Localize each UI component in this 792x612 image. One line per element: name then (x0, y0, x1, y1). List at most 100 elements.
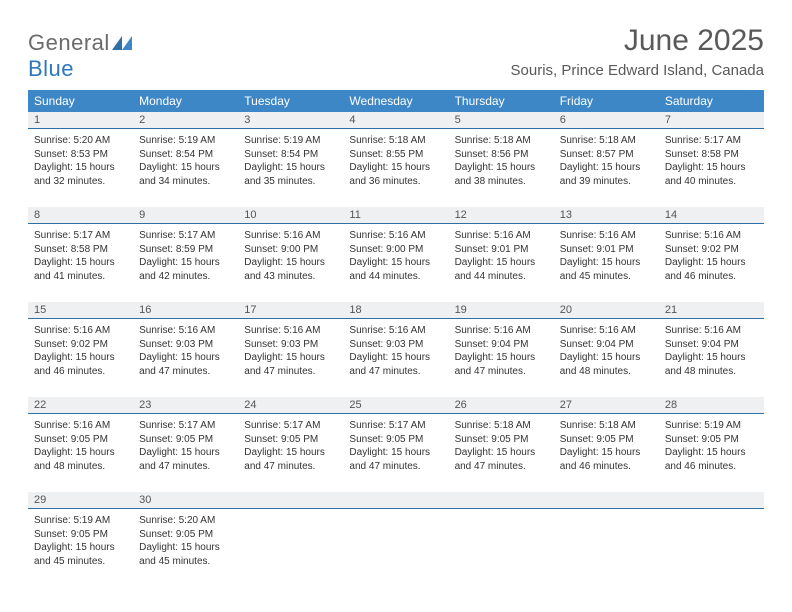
sunrise-line: Sunrise: 5:18 AM (349, 134, 442, 148)
day-number: 17 (238, 302, 343, 318)
sunrise-line: Sunrise: 5:16 AM (560, 324, 653, 338)
week-row: Sunrise: 5:16 AMSunset: 9:02 PMDaylight:… (28, 319, 764, 397)
day-cell-body: Sunrise: 5:17 AMSunset: 9:05 PMDaylight:… (349, 417, 442, 473)
sunrise-line: Sunrise: 5:18 AM (560, 419, 653, 433)
day-number: 5 (449, 112, 554, 128)
day-cell-body: Sunrise: 5:17 AMSunset: 9:05 PMDaylight:… (139, 417, 232, 473)
day-name-header: Tuesday (238, 90, 343, 112)
week-daynum-row: 2930 (28, 492, 764, 509)
sunrise-line: Sunrise: 5:16 AM (455, 324, 548, 338)
calendar-body: 1234567Sunrise: 5:20 AMSunset: 8:53 PMDa… (28, 112, 764, 587)
day-cell-body: Sunrise: 5:16 AMSunset: 9:00 PMDaylight:… (244, 227, 337, 283)
day-cell-body: Sunrise: 5:17 AMSunset: 8:58 PMDaylight:… (665, 132, 758, 188)
day-cell: Sunrise: 5:16 AMSunset: 9:00 PMDaylight:… (238, 224, 343, 302)
sunset-line: Sunset: 9:02 PM (34, 338, 127, 352)
day-cell: Sunrise: 5:16 AMSunset: 9:01 PMDaylight:… (554, 224, 659, 302)
sunset-line: Sunset: 9:05 PM (244, 433, 337, 447)
sunrise-line: Sunrise: 5:20 AM (139, 514, 232, 528)
sunrise-line: Sunrise: 5:16 AM (349, 229, 442, 243)
day-cell-body: Sunrise: 5:16 AMSunset: 9:03 PMDaylight:… (349, 322, 442, 378)
sunrise-line: Sunrise: 5:16 AM (34, 324, 127, 338)
day-cell (449, 509, 554, 587)
day-cell: Sunrise: 5:18 AMSunset: 8:57 PMDaylight:… (554, 129, 659, 207)
day-number: 16 (133, 302, 238, 318)
sunset-line: Sunset: 9:00 PM (244, 243, 337, 257)
sunset-line: Sunset: 8:55 PM (349, 148, 442, 162)
week-daynum-row: 1234567 (28, 112, 764, 129)
day-number: 14 (659, 207, 764, 223)
daylight-line: Daylight: 15 hours and 45 minutes. (139, 541, 232, 568)
sunrise-line: Sunrise: 5:19 AM (139, 134, 232, 148)
day-cell-body: Sunrise: 5:16 AMSunset: 9:05 PMDaylight:… (34, 417, 127, 473)
daylight-line: Daylight: 15 hours and 34 minutes. (139, 161, 232, 188)
sunrise-line: Sunrise: 5:17 AM (139, 229, 232, 243)
sunset-line: Sunset: 9:01 PM (455, 243, 548, 257)
daylight-line: Daylight: 15 hours and 38 minutes. (455, 161, 548, 188)
day-cell (554, 509, 659, 587)
daylight-line: Daylight: 15 hours and 35 minutes. (244, 161, 337, 188)
week-daynum-row: 22232425262728 (28, 397, 764, 414)
day-number: 20 (554, 302, 659, 318)
sunset-line: Sunset: 9:01 PM (560, 243, 653, 257)
day-name-header: Monday (133, 90, 238, 112)
day-cell-body: Sunrise: 5:20 AMSunset: 9:05 PMDaylight:… (139, 512, 232, 568)
day-number: 26 (449, 397, 554, 413)
sunrise-line: Sunrise: 5:20 AM (34, 134, 127, 148)
sunset-line: Sunset: 9:05 PM (665, 433, 758, 447)
day-cell-body: Sunrise: 5:18 AMSunset: 8:55 PMDaylight:… (349, 132, 442, 188)
sunrise-line: Sunrise: 5:17 AM (665, 134, 758, 148)
daylight-line: Daylight: 15 hours and 47 minutes. (139, 446, 232, 473)
sunrise-line: Sunrise: 5:16 AM (455, 229, 548, 243)
day-cell-body: Sunrise: 5:16 AMSunset: 9:02 PMDaylight:… (34, 322, 127, 378)
sunset-line: Sunset: 9:02 PM (665, 243, 758, 257)
day-name-header: Sunday (28, 90, 133, 112)
sunset-line: Sunset: 9:03 PM (349, 338, 442, 352)
header: General Blue June 2025 Souris, Prince Ed… (28, 24, 764, 82)
day-cell: Sunrise: 5:17 AMSunset: 9:05 PMDaylight:… (238, 414, 343, 492)
daylight-line: Daylight: 15 hours and 45 minutes. (560, 256, 653, 283)
sunrise-line: Sunrise: 5:16 AM (139, 324, 232, 338)
daylight-line: Daylight: 15 hours and 47 minutes. (244, 446, 337, 473)
sunset-line: Sunset: 8:54 PM (244, 148, 337, 162)
day-cell: Sunrise: 5:16 AMSunset: 9:01 PMDaylight:… (449, 224, 554, 302)
daylight-line: Daylight: 15 hours and 47 minutes. (455, 446, 548, 473)
sunset-line: Sunset: 8:56 PM (455, 148, 548, 162)
day-cell (343, 509, 448, 587)
sunrise-line: Sunrise: 5:16 AM (34, 419, 127, 433)
logo-word-blue: Blue (28, 56, 74, 81)
day-cell: Sunrise: 5:17 AMSunset: 9:05 PMDaylight:… (343, 414, 448, 492)
day-cell: Sunrise: 5:17 AMSunset: 8:59 PMDaylight:… (133, 224, 238, 302)
daylight-line: Daylight: 15 hours and 47 minutes. (244, 351, 337, 378)
daylight-line: Daylight: 15 hours and 42 minutes. (139, 256, 232, 283)
daylight-line: Daylight: 15 hours and 48 minutes. (34, 446, 127, 473)
sunrise-line: Sunrise: 5:19 AM (665, 419, 758, 433)
day-name-header: Friday (554, 90, 659, 112)
day-cell: Sunrise: 5:19 AMSunset: 8:54 PMDaylight:… (133, 129, 238, 207)
day-cell: Sunrise: 5:16 AMSunset: 9:00 PMDaylight:… (343, 224, 448, 302)
day-cell-body: Sunrise: 5:16 AMSunset: 9:03 PMDaylight:… (139, 322, 232, 378)
logo-text-line: General Blue (28, 30, 132, 82)
day-number: 6 (554, 112, 659, 128)
day-cell: Sunrise: 5:16 AMSunset: 9:05 PMDaylight:… (28, 414, 133, 492)
daylight-line: Daylight: 15 hours and 44 minutes. (349, 256, 442, 283)
sunset-line: Sunset: 8:57 PM (560, 148, 653, 162)
day-cell: Sunrise: 5:16 AMSunset: 9:04 PMDaylight:… (449, 319, 554, 397)
day-number: 4 (343, 112, 448, 128)
day-number: 30 (133, 492, 238, 508)
daylight-line: Daylight: 15 hours and 48 minutes. (560, 351, 653, 378)
sunset-line: Sunset: 9:04 PM (665, 338, 758, 352)
sunrise-line: Sunrise: 5:17 AM (139, 419, 232, 433)
day-number: 22 (28, 397, 133, 413)
day-number (659, 492, 764, 508)
daylight-line: Daylight: 15 hours and 47 minutes. (349, 446, 442, 473)
day-cell: Sunrise: 5:16 AMSunset: 9:04 PMDaylight:… (659, 319, 764, 397)
week-row: Sunrise: 5:16 AMSunset: 9:05 PMDaylight:… (28, 414, 764, 492)
day-number: 10 (238, 207, 343, 223)
day-cell: Sunrise: 5:16 AMSunset: 9:03 PMDaylight:… (343, 319, 448, 397)
day-cell-body: Sunrise: 5:16 AMSunset: 9:04 PMDaylight:… (560, 322, 653, 378)
sunrise-line: Sunrise: 5:16 AM (349, 324, 442, 338)
day-cell: Sunrise: 5:16 AMSunset: 9:03 PMDaylight:… (238, 319, 343, 397)
location-text: Souris, Prince Edward Island, Canada (511, 62, 764, 79)
sunset-line: Sunset: 8:58 PM (34, 243, 127, 257)
day-cell-body: Sunrise: 5:19 AMSunset: 9:05 PMDaylight:… (34, 512, 127, 568)
